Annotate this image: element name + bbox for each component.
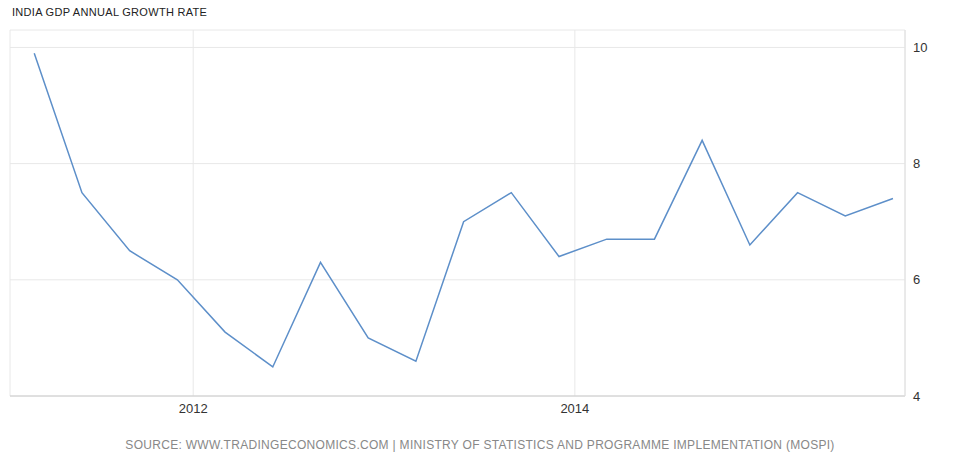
svg-text:2012: 2012 xyxy=(179,401,208,416)
svg-text:2014: 2014 xyxy=(560,401,589,416)
svg-text:10: 10 xyxy=(913,40,927,55)
svg-text:4: 4 xyxy=(913,389,920,404)
svg-text:8: 8 xyxy=(913,156,920,171)
html-text:SOURCE: WWW.TRADINGECONOMICS.C: SOURCE: WWW.TRADINGECONOMICS.COM | MINIS… xyxy=(125,438,835,452)
html-text:INDIA GDP ANNUAL GROWTH RATE: INDIA GDP ANNUAL GROWTH RATE xyxy=(12,6,208,18)
svg-text:6: 6 xyxy=(913,272,920,287)
